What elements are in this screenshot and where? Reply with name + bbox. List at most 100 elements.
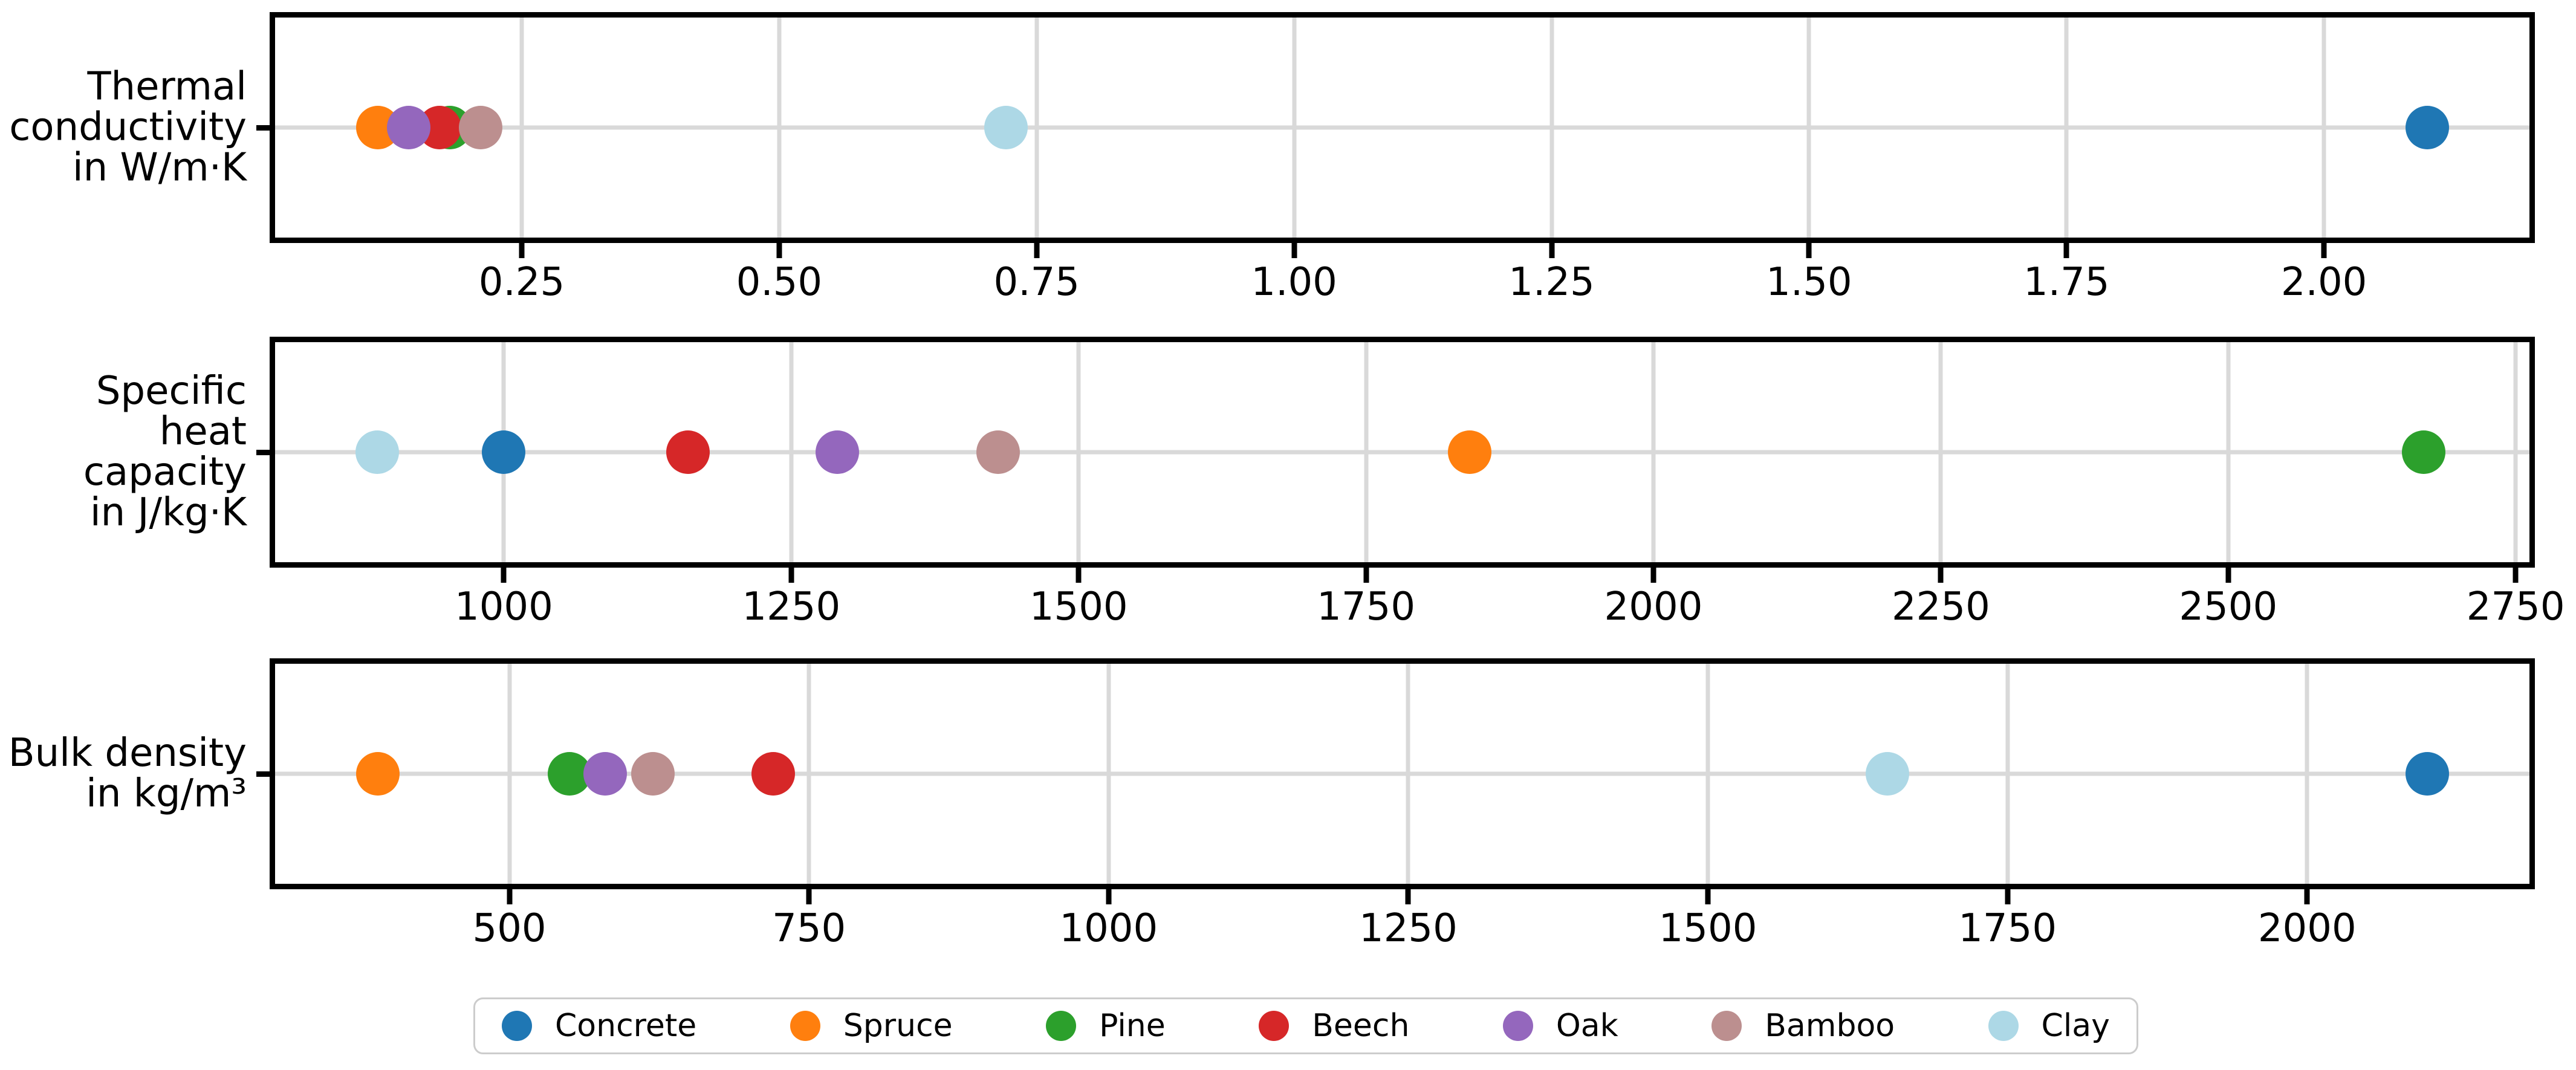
legend-marker-concrete-icon xyxy=(502,1011,532,1041)
point-clay xyxy=(355,430,400,474)
axes-thermal-conductivity xyxy=(270,12,2535,243)
gridline-vertical xyxy=(2226,342,2231,562)
legend-label: Concrete xyxy=(555,1008,697,1044)
row-label-line: conductivity xyxy=(9,105,247,150)
legend-item-oak: Oak xyxy=(1502,1008,1618,1044)
x-tick xyxy=(2304,889,2310,904)
gridline-vertical xyxy=(519,18,524,238)
x-tick xyxy=(507,889,513,904)
y-tick xyxy=(256,449,270,455)
legend-marker-pine-icon xyxy=(1046,1011,1077,1041)
x-tick-label: 2.00 xyxy=(2280,260,2367,305)
y-tick xyxy=(256,125,270,131)
x-tick-label: 1000 xyxy=(454,585,553,629)
x-tick-label: 1000 xyxy=(1059,906,1158,951)
legend-label: Spruce xyxy=(843,1008,953,1044)
x-tick-label: 1.50 xyxy=(1766,260,1852,305)
x-tick xyxy=(501,568,507,583)
gridline-vertical xyxy=(1705,664,1710,884)
row-label-line: Bulk density xyxy=(8,731,247,776)
gridline-vertical xyxy=(2305,664,2309,884)
legend-marker-spruce-icon xyxy=(790,1011,820,1041)
point-spruce xyxy=(1447,430,1491,474)
x-tick-label: 0.25 xyxy=(478,260,565,305)
legend: Concrete Spruce Pine Beech Oak Bamboo Clay xyxy=(473,997,2138,1054)
gridline-vertical xyxy=(1106,664,1111,884)
gridline-horizontal xyxy=(275,125,2529,130)
legend-label: Oak xyxy=(1556,1008,1618,1044)
x-tick xyxy=(1938,568,1944,583)
legend-item-beech: Beech xyxy=(1259,1008,1409,1044)
x-tick-label: 1750 xyxy=(1317,585,1416,629)
gridline-vertical xyxy=(777,18,782,238)
x-tick-label: 2000 xyxy=(2257,906,2357,951)
point-concrete xyxy=(482,430,526,474)
gridline-vertical xyxy=(1938,342,1943,562)
x-tick xyxy=(1291,243,1297,258)
x-tick xyxy=(2225,568,2231,583)
x-tick-label: 1.25 xyxy=(1508,260,1595,305)
point-bamboo xyxy=(458,106,502,149)
x-tick xyxy=(2513,568,2519,583)
legend-item-bamboo: Bamboo xyxy=(1711,1008,1895,1044)
gridline-vertical xyxy=(1034,18,1039,238)
point-spruce xyxy=(355,752,400,796)
gridline-vertical xyxy=(2321,18,2326,238)
legend-marker-oak-icon xyxy=(1502,1011,1533,1041)
row-label-line: Thermal xyxy=(87,64,247,109)
gridline-vertical xyxy=(1292,18,1297,238)
legend-label: Bamboo xyxy=(1765,1008,1895,1044)
row-label-specific-heat-capacity: Specific heat capacity in J/kg·K xyxy=(0,371,247,533)
x-tick-label: 1.00 xyxy=(1251,260,1337,305)
x-tick xyxy=(1075,568,1082,583)
gridline-vertical xyxy=(1076,342,1081,562)
gridline-vertical xyxy=(1806,18,1811,238)
legend-item-pine: Pine xyxy=(1046,1008,1166,1044)
point-bamboo xyxy=(976,430,1020,474)
x-tick xyxy=(2063,243,2069,258)
legend-item-clay: Clay xyxy=(1988,1008,2110,1044)
point-pine xyxy=(2402,430,2446,474)
gridline-vertical xyxy=(2005,664,2010,884)
point-oak xyxy=(583,752,628,796)
x-tick xyxy=(1705,889,1711,904)
x-tick xyxy=(1549,243,1554,258)
axes-bulk-density xyxy=(270,658,2535,889)
x-tick-label: 750 xyxy=(772,906,846,951)
point-clay xyxy=(984,106,1028,149)
gridline-vertical xyxy=(507,664,512,884)
x-tick-label: 1750 xyxy=(1958,906,2057,951)
row-label-line: in J/kg·K xyxy=(89,490,247,535)
x-tick-label: 1500 xyxy=(1029,585,1128,629)
legend-label: Pine xyxy=(1099,1008,1166,1044)
x-tick-label: 2750 xyxy=(2466,585,2565,629)
point-concrete xyxy=(2405,752,2449,796)
x-tick xyxy=(2005,889,2011,904)
x-tick-label: 1.75 xyxy=(2023,260,2110,305)
legend-item-spruce: Spruce xyxy=(790,1008,953,1044)
point-clay xyxy=(1866,752,1910,796)
x-tick xyxy=(1806,243,1812,258)
row-label-bulk-density: Bulk density in kg/m³ xyxy=(0,733,247,814)
x-tick-label: 2000 xyxy=(1604,585,1703,629)
legend-label: Beech xyxy=(1312,1008,1410,1044)
row-label-thermal-conductivity: Thermal conductivity in W/m·K xyxy=(0,64,247,190)
row-label-line: Specific heat xyxy=(96,369,247,454)
x-tick xyxy=(1363,568,1369,583)
legend-marker-clay-icon xyxy=(1988,1011,2019,1041)
point-beech xyxy=(751,752,795,796)
y-tick xyxy=(256,771,270,777)
row-label-line: in W/m·K xyxy=(72,145,247,190)
x-tick xyxy=(788,568,794,583)
axes-specific-heat-capacity xyxy=(270,337,2535,568)
x-tick-label: 0.75 xyxy=(993,260,1080,305)
point-oak xyxy=(386,106,430,149)
gridline-vertical xyxy=(1549,18,1554,238)
legend-label: Clay xyxy=(2041,1008,2110,1044)
x-tick-label: 0.50 xyxy=(736,260,823,305)
row-label-line: capacity xyxy=(83,450,247,494)
point-bamboo xyxy=(631,752,675,796)
legend-item-concrete: Concrete xyxy=(502,1008,696,1044)
gridline-vertical xyxy=(1364,342,1369,562)
x-tick xyxy=(776,243,782,258)
